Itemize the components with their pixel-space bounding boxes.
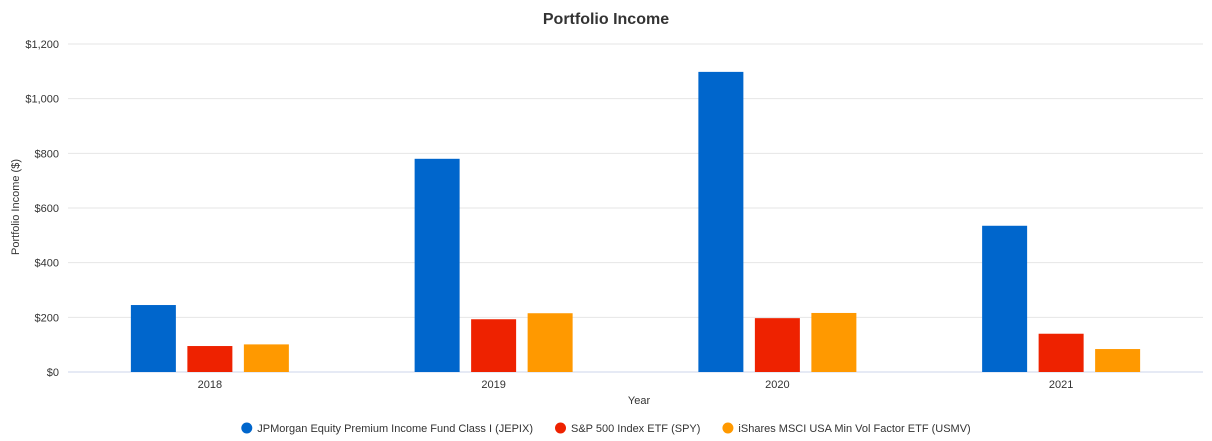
legend-label: JPMorgan Equity Premium Income Fund Clas… [257, 423, 533, 435]
bar-2019-series-0[interactable] [414, 158, 460, 372]
bars [130, 71, 1141, 372]
gridlines [68, 43, 1203, 318]
y-tick-label: $600 [35, 203, 59, 215]
x-tick-label: 2018 [198, 379, 222, 391]
y-tick-label: $1,000 [25, 94, 59, 106]
bar-2021-series-2[interactable] [1095, 349, 1141, 372]
legend-label: iShares MSCI USA Min Vol Factor ETF (USM… [738, 423, 970, 435]
legend-item-0[interactable]: JPMorgan Equity Premium Income Fund Clas… [241, 422, 533, 436]
bar-2021-series-0[interactable] [982, 225, 1028, 372]
bar-2020-series-0[interactable] [698, 71, 744, 372]
bar-2019-series-1[interactable] [471, 319, 517, 372]
bar-2019-series-2[interactable] [527, 313, 573, 372]
x-tick-label: 2020 [765, 379, 789, 391]
bar-2018-series-2[interactable] [243, 344, 289, 372]
legend-marker [241, 422, 253, 434]
y-tick-label: $200 [35, 312, 59, 324]
bar-2020-series-2[interactable] [811, 312, 857, 372]
x-axis-ticks: 2018 2019 2020 2021 [198, 379, 1074, 391]
legend: JPMorgan Equity Premium Income Fund Clas… [241, 422, 971, 436]
y-tick-label: $0 [47, 367, 59, 379]
bar-2021-series-1[interactable] [1038, 333, 1084, 372]
y-axis-ticks: $0 $200 $400 $600 $800 $1,000 $1,200 [25, 39, 59, 379]
legend-marker [722, 422, 734, 434]
bar-2018-series-1[interactable] [187, 346, 233, 372]
y-tick-label: $800 [35, 148, 59, 160]
legend-label: S&P 500 Index ETF (SPY) [571, 423, 700, 435]
x-tick-label: 2021 [1049, 379, 1073, 391]
chart-title: Portfolio Income [543, 11, 669, 28]
y-tick-label: $1,200 [25, 39, 59, 51]
y-tick-label: $400 [35, 258, 59, 270]
legend-marker [555, 422, 567, 434]
x-axis-title: Year [628, 395, 651, 407]
x-tick-label: 2019 [481, 379, 505, 391]
y-axis-title: Portfolio Income ($) [10, 159, 22, 255]
legend-item-1[interactable]: S&P 500 Index ETF (SPY) [555, 422, 700, 436]
bar-2020-series-1[interactable] [754, 318, 800, 372]
legend-item-2[interactable]: iShares MSCI USA Min Vol Factor ETF (USM… [722, 422, 971, 436]
bar-2018-series-0[interactable] [130, 305, 176, 372]
